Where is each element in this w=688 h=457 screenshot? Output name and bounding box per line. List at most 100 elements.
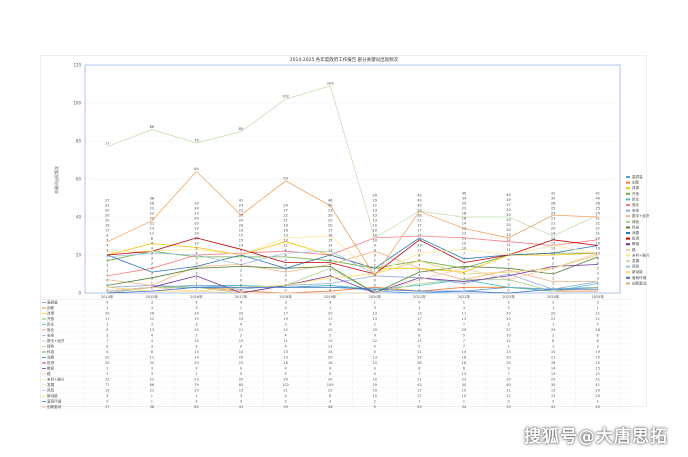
x-tick-label: 2016年 [190,294,203,299]
table-cell: 25 [595,361,600,365]
x-tick-label: 2023年 [502,294,515,299]
table-cell: 3 [106,334,108,338]
data-label: 3 [151,277,153,281]
data-label: 4 [151,247,154,251]
table-cell: 22 [150,361,155,365]
data-label: 3 [507,273,509,277]
data-label: 20 [506,223,510,227]
table-cell: 20 [595,389,600,393]
data-label: 3 [195,262,197,266]
data-label: 22 [105,204,109,208]
data-label: 1 [463,287,465,291]
table-cell: 5 [597,323,599,327]
table-cell: 40 [595,405,600,409]
data-label: 2 [374,259,376,263]
table-cell: 0 [374,345,377,349]
table-cell: 21 [150,389,155,393]
data-label: 4 [285,254,288,258]
legend-swatch [626,209,630,212]
table-cell: 10 [373,389,378,393]
table-cell: 14 [194,356,199,360]
data-label: 20 [105,219,109,223]
table-cell: 10 [373,361,378,365]
table-cell: 13 [462,372,467,376]
data-label: 19 [194,227,198,231]
data-label: 21 [595,222,599,226]
table-cell: 1 [106,372,108,376]
data-label: 4 [285,264,288,268]
table-cell: 0 [374,372,377,376]
data-label: 19 [283,224,287,228]
table-cell: 2 [374,323,376,327]
table-cell: 3 [597,345,599,349]
table-cell: 6 [552,339,555,343]
data-label: 1 [552,277,554,281]
data-label: 7 [463,262,465,266]
data-label: 20 [506,213,510,217]
data-label: 20 [105,209,109,213]
data-label: 46 [328,199,332,203]
table-cell: 29 [506,405,511,409]
table-cell: 4 [106,350,109,354]
legend-swatch [626,254,630,257]
table-cell: 13 [506,350,511,354]
legend-swatch [626,181,630,184]
x-tick-label: 2022年 [458,294,471,299]
data-label: 4 [106,244,109,248]
data-label: 29 [462,202,466,206]
table-cell: 22 [283,328,288,332]
table-cell: 20 [194,328,199,332]
table-cell: 13 [551,389,556,393]
data-label: 13 [551,247,555,251]
data-label: 3 [195,267,197,271]
data-label: 10 [462,247,466,251]
data-label: 2 [552,262,554,266]
data-label: 20 [105,214,109,218]
data-label: 41 [239,199,243,203]
chart-frame [40,55,647,407]
table-cell: 13 [150,328,155,332]
data-label: 1 [240,274,242,278]
data-label: 17 [417,224,421,228]
table-cell: 2 [374,400,376,404]
table-cell: 3 [195,400,197,404]
table-cell: 0 [240,345,243,349]
legend-swatch [626,226,630,229]
data-label: 1 [106,269,108,273]
data-label: 2 [597,282,599,286]
data-label: 20 [239,214,243,218]
table-cell: 43 [417,383,422,387]
legend-entry: 安全 [632,208,640,213]
table-cell: 11 [283,339,288,343]
table-cell: 25 [551,378,556,382]
legend-swatch [626,187,630,190]
data-label: 15 [328,239,332,243]
legend-swatch [626,260,630,262]
legend-swatch [626,232,630,234]
data-label: 21 [595,217,599,221]
table-cell: 20 [506,317,511,321]
table-cell: 1 [106,367,108,371]
table-cell: 15 [239,389,244,393]
table-cell: 18 [462,356,467,360]
table-cell: 3 [151,323,153,327]
data-label: 18 [462,212,466,216]
table-cell: 20 [506,378,511,382]
table-cell: 14 [239,350,244,354]
table-cell: 3 [195,323,197,327]
table-row-header: 就业 [47,327,55,332]
table-cell: 27 [283,312,288,316]
data-label: 29 [283,204,287,208]
legend-entry: 消费 [632,230,640,235]
series-line-17 [107,254,598,292]
table-cell: 21 [417,378,422,382]
data-label: 17 [328,229,332,233]
table-cell: 29 [283,378,288,382]
table-cell: 17 [417,317,422,321]
table-cell: 9 [374,334,377,338]
table-cell: 2 [552,400,554,404]
table-cell: 0 [329,372,332,376]
data-label: 28 [551,202,555,206]
table-cell: 29 [373,328,378,332]
